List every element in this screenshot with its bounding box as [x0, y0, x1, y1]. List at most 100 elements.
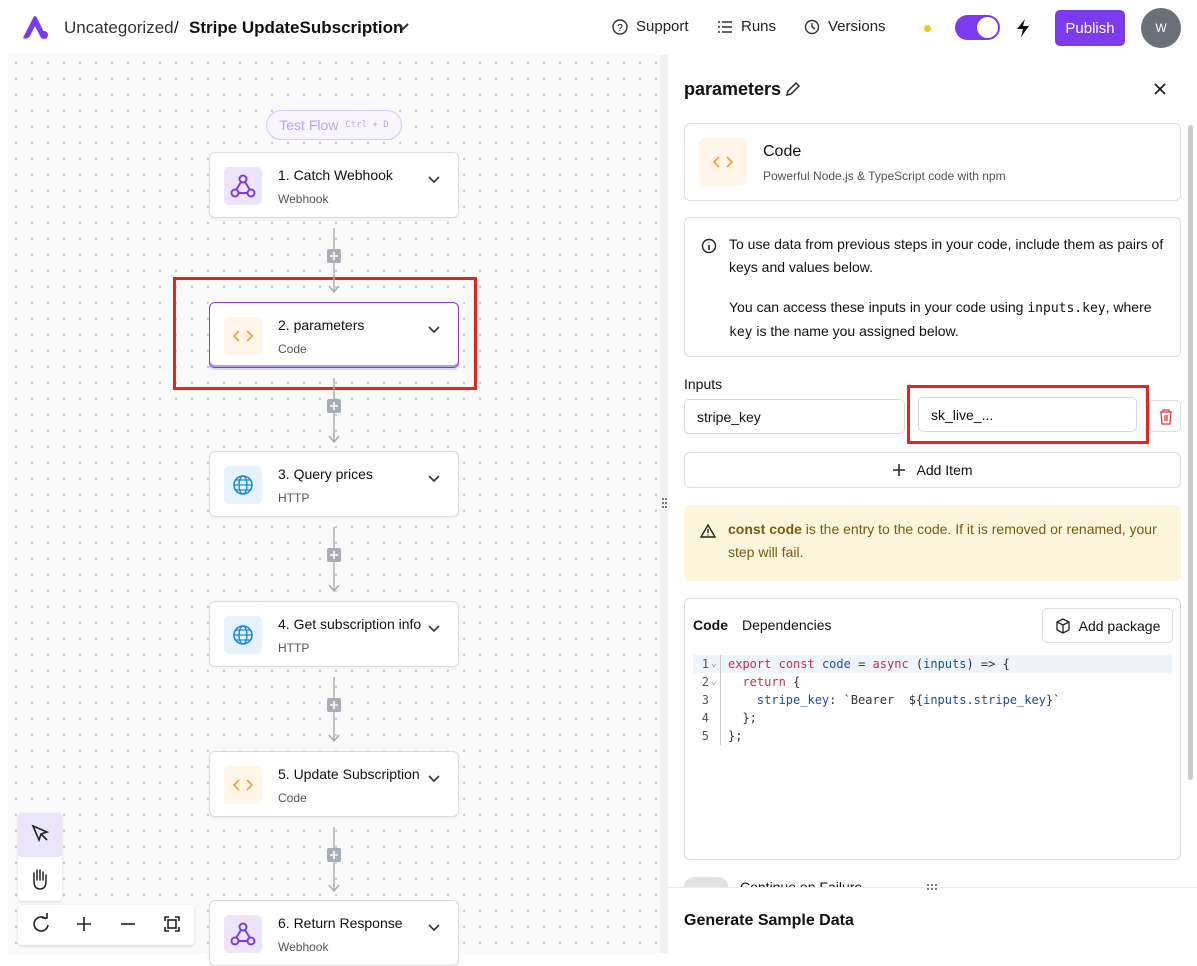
code-token: async — [872, 657, 909, 671]
step-title: 4. Get subscription info — [278, 616, 422, 632]
pan-tool[interactable] — [18, 857, 62, 901]
warning-box: const code is the entry to the code. If … — [684, 505, 1181, 581]
piece-description: Powerful Node.js & TypeScript code with … — [763, 169, 1006, 183]
gutter — [711, 727, 721, 745]
nav-versions[interactable]: Versions — [804, 18, 886, 35]
sample-title: Generate Sample Data — [684, 912, 854, 929]
step-subtitle: Webhook — [278, 940, 329, 954]
tool-group — [18, 813, 62, 901]
code-token: ( — [908, 657, 924, 671]
nav-support[interactable]: ? Support — [612, 18, 689, 35]
highlight — [173, 277, 477, 390]
step-card[interactable]: 2. parameters Code — [209, 302, 459, 368]
reset-view[interactable] — [33, 913, 49, 932]
step-chevron[interactable] — [428, 770, 440, 788]
chevron[interactable] — [396, 22, 410, 32]
code-token: }` — [1045, 693, 1061, 707]
toggle[interactable] — [955, 15, 1000, 40]
separator: / — [174, 18, 179, 37]
folder[interactable]: Uncategorized — [64, 18, 174, 37]
highlight — [907, 385, 1149, 444]
avatar[interactable]: W — [1141, 8, 1181, 48]
delete-button[interactable] — [1149, 400, 1181, 432]
code-token: return — [728, 675, 786, 689]
step-icon — [224, 167, 262, 205]
code-lines: 1 ⌄ export const code = async (inputs) => … — [693, 655, 1172, 745]
step-chevron[interactable] — [428, 321, 440, 339]
side-panel: parameters Code Powerful Node.js & TypeS… — [668, 55, 1197, 953]
add-package-button[interactable]: Add package — [1042, 608, 1173, 643]
input-value[interactable]: sk_live_... — [918, 397, 1137, 432]
canvas[interactable]: Test Flow Ctrl + D 1. Catch Webhook Webhoo… — [8, 55, 660, 966]
gutter: ⌄ — [711, 673, 721, 691]
zoom-controls — [18, 905, 194, 945]
code-token: code — [821, 657, 851, 671]
code-token: inputs — [923, 657, 967, 671]
step-chevron[interactable] — [428, 919, 440, 937]
line-number: 4 — [701, 711, 709, 725]
connector[interactable] — [326, 677, 342, 743]
step-icon — [224, 466, 262, 504]
connector[interactable] — [326, 527, 342, 593]
step-card[interactable]: 6. Return Response Webhook — [209, 900, 459, 966]
piece-icon — [699, 138, 747, 186]
connector[interactable] — [326, 228, 342, 294]
connector[interactable] — [326, 827, 342, 893]
fit-view[interactable] — [164, 916, 180, 932]
line-number: 1 — [701, 657, 709, 671]
code-token: : — [829, 693, 844, 707]
step-chevron[interactable] — [428, 620, 440, 638]
scrollbar[interactable] — [1188, 125, 1193, 780]
code-token: }; — [728, 729, 743, 743]
add-item-label: Add Item — [916, 462, 973, 478]
add-item-button[interactable]: Add Item — [684, 452, 1181, 488]
code-token: const — [778, 657, 815, 671]
step-card[interactable]: 3. Query prices HTTP — [209, 451, 459, 517]
select-tool[interactable] — [18, 813, 62, 857]
code-line: 5}; — [693, 727, 1172, 745]
logo[interactable] — [20, 14, 50, 40]
connector[interactable] — [326, 378, 342, 444]
code-editor: Code Dependencies Add package 1 ⌄ export c… — [684, 598, 1181, 860]
code-token: = — [850, 657, 873, 671]
edit-icon[interactable] — [784, 80, 802, 98]
step-chevron[interactable] — [428, 470, 440, 488]
add-package-label: Add package — [1078, 617, 1161, 634]
shortcut: Ctrl + D — [345, 120, 389, 130]
publish-button[interactable]: Publish — [1055, 10, 1125, 46]
gutter — [711, 709, 721, 727]
step-icon — [224, 616, 262, 654]
step-card[interactable]: 4. Get subscription info HTTP — [209, 601, 459, 667]
text: is the name you assigned below. — [752, 323, 959, 339]
step-icon — [224, 317, 262, 355]
code-token: export — [728, 657, 772, 671]
warning-text: const code is the entry to the code. If … — [728, 518, 1168, 564]
input-key[interactable]: stripe_key — [684, 399, 905, 434]
step-card[interactable]: 5. Update Subscription Code — [209, 751, 459, 817]
step-subtitle: Code — [278, 791, 307, 805]
nav-runs[interactable]: Runs — [717, 18, 776, 35]
bolt[interactable] — [1015, 18, 1031, 38]
code-line: 3 stripe_key: `Bearer ${inputs.stripe_ke… — [693, 691, 1172, 709]
line-number: 3 — [701, 693, 709, 707]
step-card[interactable]: 1. Catch Webhook Webhook — [209, 152, 459, 218]
close-button[interactable] — [1153, 82, 1167, 96]
code-token — [771, 655, 778, 673]
svg-text:?: ? — [617, 23, 623, 34]
step-subtitle: HTTP — [278, 491, 310, 505]
info-box: To use data from previous steps in your … — [684, 217, 1181, 357]
test-flow-button[interactable]: Test Flow Ctrl + D — [266, 110, 402, 140]
step-chevron[interactable] — [428, 171, 440, 189]
code-token — [815, 655, 822, 673]
header: Uncategorized / Stripe UpdateSubscriptio… — [0, 0, 1197, 55]
line-number: 2 — [701, 675, 709, 689]
tab-active[interactable]: Code — [693, 617, 728, 633]
code-token: }; — [728, 711, 757, 725]
divider[interactable] — [660, 55, 668, 953]
tab[interactable]: Dependencies — [742, 617, 832, 633]
zoom-in[interactable] — [77, 917, 91, 931]
flow-name[interactable]: Stripe UpdateSubscription — [189, 18, 404, 37]
code-line: 1 ⌄ export const code = async (inputs) => … — [693, 655, 1172, 673]
step-subtitle: Webhook — [278, 192, 329, 206]
